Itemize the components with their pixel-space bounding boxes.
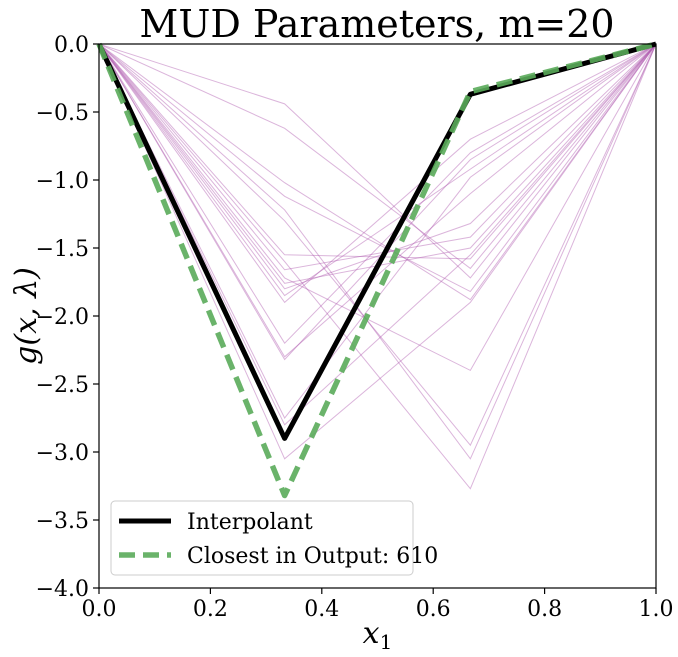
x-tick-label: 1.0	[639, 597, 674, 622]
y-tick-label: −3.5	[36, 509, 89, 534]
background-series-line-18	[98, 43, 657, 447]
x-tick-label: 0.8	[527, 597, 562, 622]
background-series-line-10	[98, 43, 657, 304]
x-tick-label: 0.0	[82, 597, 117, 622]
y-tick-label: 0.0	[54, 33, 89, 58]
background-series-line-19	[98, 43, 657, 460]
background-series-line-5	[98, 43, 657, 260]
series-line-closest-output	[96, 41, 657, 499]
background-series-line-2	[98, 43, 657, 270]
background-series-line-15	[98, 43, 657, 426]
chart-title: MUD Parameters, m=20	[139, 2, 614, 46]
y-tick-label: −4.0	[36, 577, 89, 602]
legend-label-1: Interpolant	[187, 510, 313, 535]
y-tick-label: −1.0	[36, 169, 89, 194]
background-series-line-17	[98, 43, 657, 372]
legend-label-2: Closest in Output: 610	[187, 544, 438, 569]
background-series-line-12	[98, 43, 657, 358]
x-axis-ticks: 0.0 0.2 0.4 0.6 0.8 1.0	[82, 588, 674, 622]
background-series-line-8	[98, 43, 657, 290]
series-line-interpolant	[96, 41, 657, 441]
y-tick-label: −1.5	[36, 237, 89, 262]
background-series-line-20	[98, 43, 657, 490]
background-series-line-13	[98, 43, 657, 361]
y-tick-label: −3.0	[36, 441, 89, 466]
x-tick-label: 0.6	[416, 597, 451, 622]
y-tick-label: −2.0	[36, 305, 89, 330]
background-series-line-4	[98, 43, 657, 293]
x-tick-label: 0.2	[193, 597, 228, 622]
main-lines	[96, 41, 657, 499]
y-axis-label: g(x, λ)	[9, 267, 44, 365]
background-series-line-9	[98, 43, 657, 297]
legend: Interpolant Closest in Output: 610	[110, 500, 438, 576]
legend-box	[110, 500, 414, 576]
y-tick-label: −2.5	[36, 373, 89, 398]
background-series-line-6	[98, 43, 657, 271]
background-series-line-11	[98, 43, 657, 345]
x-tick-label: 0.4	[304, 597, 339, 622]
y-axis-ticks: 0.0 −0.5 −1.0 −1.5 −2.0 −2.5 −3.0 −3.5 −4.0	[36, 33, 99, 602]
background-series-line-1	[98, 43, 657, 279]
background-series-line-16	[98, 43, 657, 460]
background-series-line-3	[98, 43, 657, 301]
x-axis-label: x1	[363, 616, 393, 654]
y-tick-label: −0.5	[36, 101, 89, 126]
